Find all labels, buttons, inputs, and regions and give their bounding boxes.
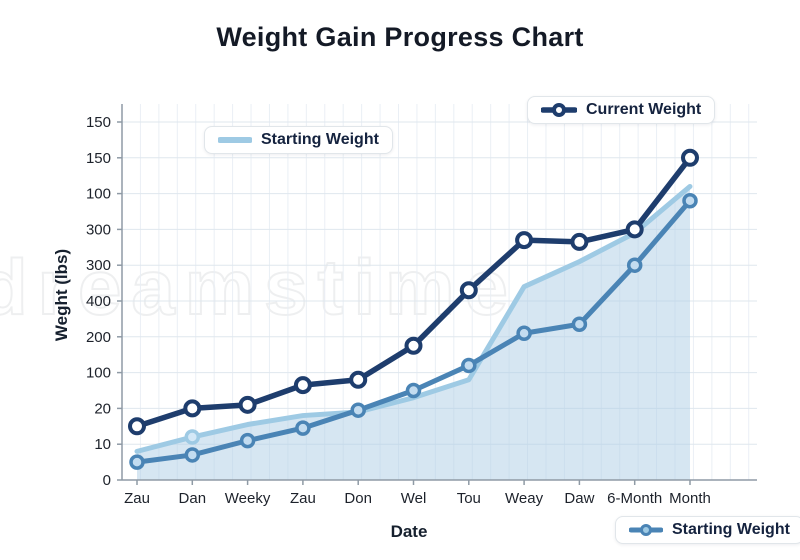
svg-text:Zau: Zau bbox=[124, 490, 150, 507]
axes bbox=[117, 104, 757, 485]
svg-text:10: 10 bbox=[94, 436, 111, 453]
starting-weight-area bbox=[137, 186, 690, 480]
series-line-starting-weight bbox=[129, 193, 698, 470]
svg-text:300: 300 bbox=[86, 221, 111, 238]
legend-label: Starting Weight bbox=[672, 521, 790, 538]
svg-text:Tou: Tou bbox=[457, 490, 481, 507]
svg-text:Zau: Zau bbox=[290, 490, 316, 507]
svg-text:100: 100 bbox=[86, 365, 111, 382]
svg-text:200: 200 bbox=[86, 329, 111, 346]
svg-text:300: 300 bbox=[86, 257, 111, 274]
svg-text:20: 20 bbox=[94, 400, 111, 417]
legend-label: Starting Weight bbox=[261, 131, 379, 148]
series-markers bbox=[129, 193, 698, 470]
svg-text:Daw: Daw bbox=[564, 490, 594, 507]
legend-current-weight: Current Weight bbox=[527, 96, 716, 124]
series-markers bbox=[128, 148, 699, 436]
current-weight-line-swatch bbox=[541, 102, 577, 118]
series-line-current-weight bbox=[128, 148, 699, 436]
svg-text:Don: Don bbox=[344, 490, 372, 507]
chart-title: Weight Gain Progress Chart bbox=[216, 22, 584, 52]
svg-text:0: 0 bbox=[103, 472, 111, 489]
starting-weight-line-swatch bbox=[218, 133, 252, 147]
svg-text:Weay: Weay bbox=[505, 490, 544, 507]
legend-starting-weight-top: Starting Weight bbox=[204, 126, 393, 154]
svg-text:6-Month: 6-Month bbox=[607, 490, 662, 507]
svg-text:Wel: Wel bbox=[401, 490, 427, 507]
tick-labels: 0 10 20 100 200 400 300 300 100 150 150 Zau Dan Weeky… bbox=[86, 114, 711, 507]
svg-text:150: 150 bbox=[86, 114, 111, 131]
svg-text:400: 400 bbox=[86, 293, 111, 310]
y-axis-title: Weght (lbs) bbox=[52, 248, 71, 342]
svg-text:150: 150 bbox=[86, 150, 111, 167]
x-axis-title: Date bbox=[390, 522, 428, 541]
series-markers bbox=[184, 429, 201, 445]
starting-weight-marker-line-swatch bbox=[629, 523, 663, 537]
svg-text:Month: Month bbox=[669, 490, 711, 507]
svg-text:Dan: Dan bbox=[179, 490, 207, 507]
svg-text:100: 100 bbox=[86, 186, 111, 203]
svg-text:Weeky: Weeky bbox=[225, 490, 271, 507]
legend-starting-weight-bottom: Starting Weight bbox=[615, 516, 800, 544]
legend-label: Current Weight bbox=[586, 101, 702, 118]
